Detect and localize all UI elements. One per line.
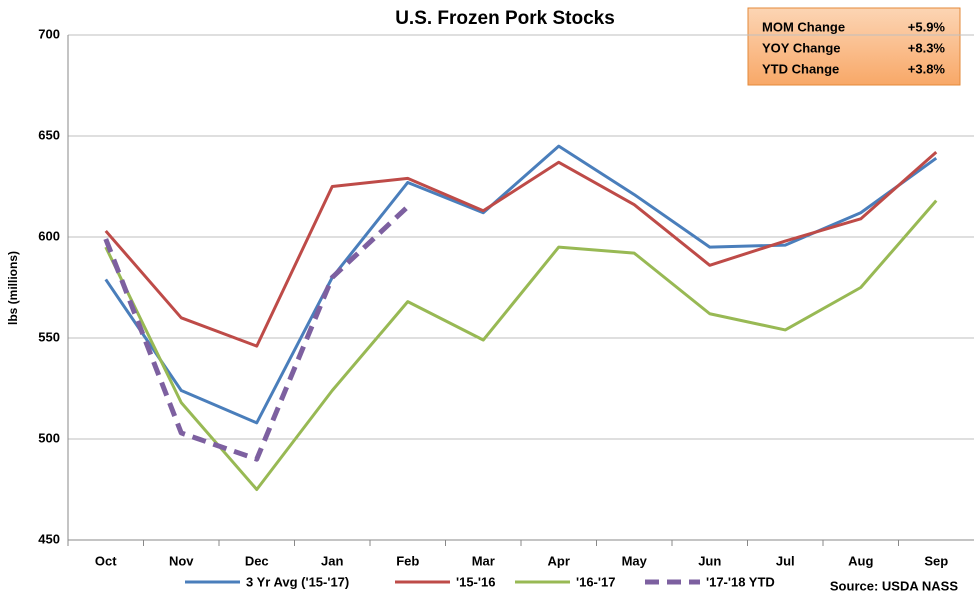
legend-label: 3 Yr Avg ('15-'17) bbox=[246, 574, 349, 589]
x-tick-label: Aug bbox=[848, 553, 873, 568]
x-tick-label: Oct bbox=[95, 553, 117, 568]
x-tick-label: Jun bbox=[698, 553, 721, 568]
y-tick-label: 650 bbox=[38, 127, 60, 142]
series-line bbox=[103, 204, 410, 462]
x-tick-label: Jan bbox=[321, 553, 343, 568]
legend-label: '15-'16 bbox=[456, 574, 495, 589]
y-axis-label: lbs (millions) bbox=[6, 251, 20, 325]
x-tick-label: Feb bbox=[396, 553, 419, 568]
x-tick-label: Jul bbox=[776, 553, 795, 568]
x-tick-label: May bbox=[622, 553, 648, 568]
series-line bbox=[104, 151, 938, 348]
y-tick-label: 600 bbox=[38, 228, 60, 243]
source: Source: USDA NASS bbox=[830, 578, 958, 593]
info-value: +5.9% bbox=[908, 19, 946, 34]
series-line bbox=[104, 144, 938, 425]
legend-label: '16-'17 bbox=[576, 574, 615, 589]
x-tick-label: Apr bbox=[548, 553, 570, 568]
y-tick-label: 700 bbox=[38, 26, 60, 41]
x-tick-label: Nov bbox=[169, 553, 194, 568]
info-label: YTD Change bbox=[762, 61, 839, 76]
info-label: MOM Change bbox=[762, 19, 845, 34]
x-tick-label: Mar bbox=[472, 553, 495, 568]
x-tick-label: Dec bbox=[245, 553, 269, 568]
legend-label: '17-'18 YTD bbox=[706, 574, 775, 589]
info-value: +8.3% bbox=[908, 40, 946, 55]
info-box bbox=[747, 7, 961, 86]
y-tick-label: 500 bbox=[38, 430, 60, 445]
y-tick-label: 450 bbox=[38, 531, 60, 546]
info-label: YOY Change bbox=[762, 40, 841, 55]
y-tick-label: 550 bbox=[38, 329, 60, 344]
series-line bbox=[104, 199, 938, 491]
chart-title: U.S. Frozen Pork Stocks bbox=[395, 8, 615, 29]
info-value: +3.8% bbox=[908, 61, 946, 76]
x-tick-label: Sep bbox=[924, 553, 948, 568]
